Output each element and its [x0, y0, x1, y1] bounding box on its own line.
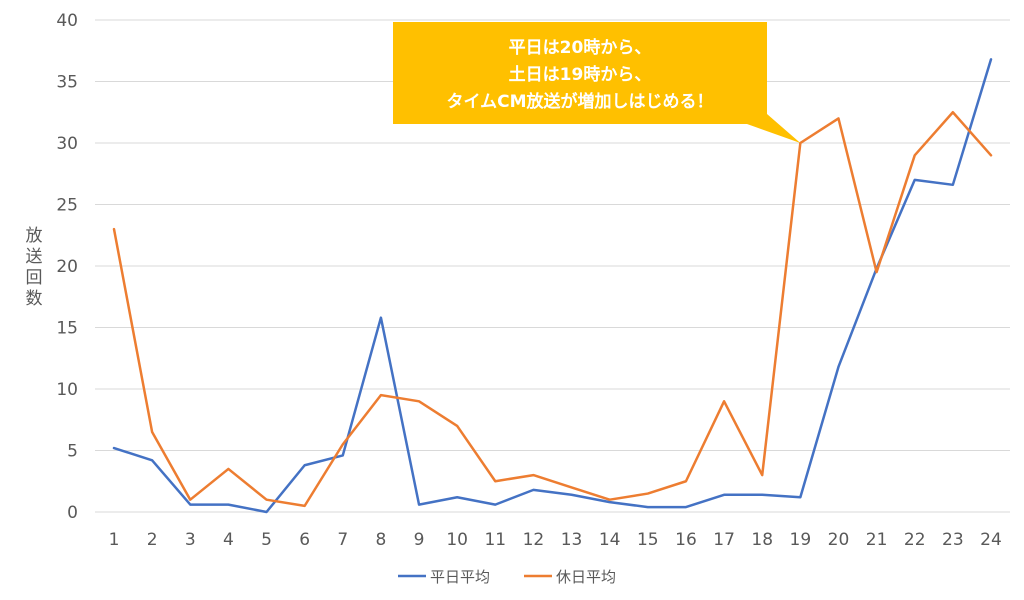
y-tick-label: 0: [67, 503, 78, 523]
x-tick-label: 2: [147, 530, 158, 550]
y-tick-label: 15: [56, 319, 78, 339]
x-tick-label: 12: [523, 530, 545, 550]
series-line-2: [112, 111, 993, 508]
y-tick-label: 10: [56, 380, 78, 400]
callout-line-1: 平日は20時から、: [509, 37, 652, 58]
y-axis-label: 放送回数: [26, 226, 43, 309]
y-axis-ticks: 0 5 10 15 20 25 30 35 40: [56, 11, 78, 523]
x-tick-label: 15: [637, 530, 659, 550]
legend-entry-label: 休日平均: [556, 568, 616, 586]
series-line-1: [112, 58, 993, 514]
y-tick-label: 20: [56, 257, 78, 277]
x-tick-label: 6: [299, 530, 310, 550]
x-tick-label: 22: [904, 530, 926, 550]
x-tick-label: 4: [223, 530, 234, 550]
y-tick-label: 35: [56, 73, 78, 93]
y-tick-label: 5: [67, 442, 78, 462]
x-axis-ticks: 1 2 3 4 5 6 7 8 9 10 11 12 13 14 15 16 17 18 19 20 21 22 23 24: [109, 530, 1002, 550]
x-tick-label: 3: [185, 530, 196, 550]
x-tick-label: 17: [713, 530, 735, 550]
y-axis-label-text: 放送回数: [26, 226, 43, 309]
y-tick-label: 40: [56, 11, 78, 31]
x-tick-label: 13: [561, 530, 583, 550]
legend-entry-label: 平日平均: [430, 568, 490, 586]
x-tick-label: 16: [675, 530, 697, 550]
x-tick-label: 24: [980, 530, 1002, 550]
x-tick-label: 10: [446, 530, 468, 550]
annotation-callout: 平日は20時から、 土日は19時から、 タイムCM放送が増加しはじめる！: [393, 22, 801, 143]
x-tick-label: 23: [942, 530, 964, 550]
x-tick-label: 5: [261, 530, 272, 550]
y-tick-label: 30: [56, 134, 78, 154]
x-tick-label: 1: [109, 530, 120, 550]
x-tick-label: 8: [375, 530, 386, 550]
callout-box: [393, 22, 801, 143]
callout-line-3: タイムCM放送が増加しはじめる！: [446, 91, 713, 112]
y-tick-label: 25: [56, 196, 78, 216]
x-tick-label: 19: [790, 530, 812, 550]
series-lines: [112, 58, 993, 514]
x-tick-label: 11: [484, 530, 506, 550]
x-tick-label: 20: [828, 530, 850, 550]
legend: 平日平均 休日平均: [398, 568, 616, 586]
x-tick-label: 9: [414, 530, 425, 550]
x-tick-label: 21: [866, 530, 888, 550]
callout-line-2: 土日は19時から、: [509, 64, 652, 85]
x-tick-label: 7: [337, 530, 348, 550]
x-tick-label: 14: [599, 530, 621, 550]
gridlines: [95, 19, 1010, 513]
x-tick-label: 18: [751, 530, 773, 550]
